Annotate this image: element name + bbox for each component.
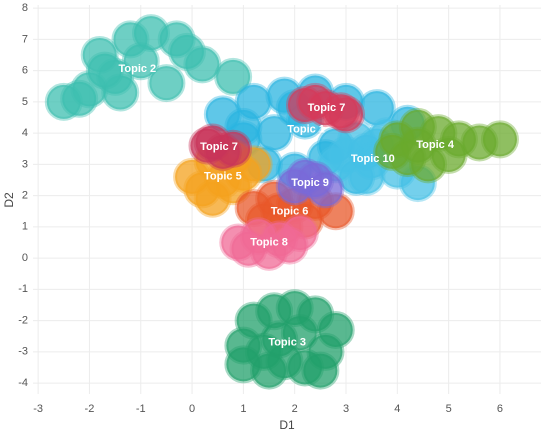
- topic-label: Topic 7: [308, 102, 346, 114]
- point: [270, 226, 309, 265]
- x-tick-label: -2: [85, 403, 95, 415]
- y-tick-label: -4: [18, 377, 28, 389]
- topic-label: Topic 9: [291, 177, 329, 189]
- y-tick-label: 3: [22, 158, 28, 170]
- x-tick-label: 1: [240, 403, 246, 415]
- topic-label: Topic 2: [118, 63, 156, 75]
- y-tick-label: 4: [22, 127, 28, 139]
- point: [193, 123, 232, 162]
- point: [224, 345, 263, 384]
- y-tick-label: 2: [22, 190, 28, 202]
- x-axis-label: D1: [279, 418, 295, 432]
- point: [85, 51, 124, 90]
- y-tick-label: 6: [22, 65, 28, 77]
- topic-label: Topic 8: [250, 236, 288, 248]
- point: [167, 32, 206, 71]
- topic-cluster: [188, 123, 253, 171]
- point: [480, 120, 519, 159]
- point: [285, 157, 324, 196]
- point: [214, 167, 253, 206]
- y-axis-label: D2: [2, 192, 16, 208]
- x-tick-label: 3: [343, 403, 349, 415]
- point: [321, 92, 360, 131]
- x-tick-label: -1: [136, 403, 146, 415]
- topic-cluster: [275, 157, 345, 209]
- topic-label: Topic 1: [287, 124, 325, 136]
- y-tick-label: 8: [22, 2, 28, 14]
- y-tick-label: 1: [22, 221, 28, 233]
- x-tick-label: -3: [33, 403, 43, 415]
- y-tick-label: -3: [18, 346, 28, 358]
- y-tick-label: -1: [18, 283, 28, 295]
- topic-cluster: [285, 82, 366, 134]
- topic-cluster: [44, 14, 253, 121]
- topic-cluster: [373, 107, 519, 184]
- x-tick-label: 6: [497, 403, 503, 415]
- x-tick-label: 0: [189, 403, 195, 415]
- point: [398, 126, 437, 165]
- point: [60, 79, 99, 118]
- topic-label: Topic 5: [204, 170, 242, 182]
- x-tick-label: 4: [394, 403, 400, 415]
- point: [301, 351, 340, 390]
- topic-cluster: [219, 214, 319, 271]
- topic-label: Topic 3: [268, 337, 306, 349]
- point: [260, 320, 299, 359]
- point: [121, 42, 160, 81]
- x-tick-label: 2: [292, 403, 298, 415]
- y-tick-label: -2: [18, 314, 28, 326]
- topic-label: Topic 10: [351, 153, 395, 165]
- y-tick-label: 5: [22, 96, 28, 108]
- point: [214, 57, 253, 96]
- y-tick-label: 7: [22, 33, 28, 45]
- x-tick-label: 5: [446, 403, 452, 415]
- topic-label: Topic 4: [416, 139, 455, 151]
- topic-label: Topic 7: [200, 141, 238, 153]
- point: [147, 64, 186, 103]
- y-tick-label: 0: [22, 252, 28, 264]
- topic-cluster: [224, 289, 355, 390]
- topic-label: Topic 6: [271, 205, 309, 217]
